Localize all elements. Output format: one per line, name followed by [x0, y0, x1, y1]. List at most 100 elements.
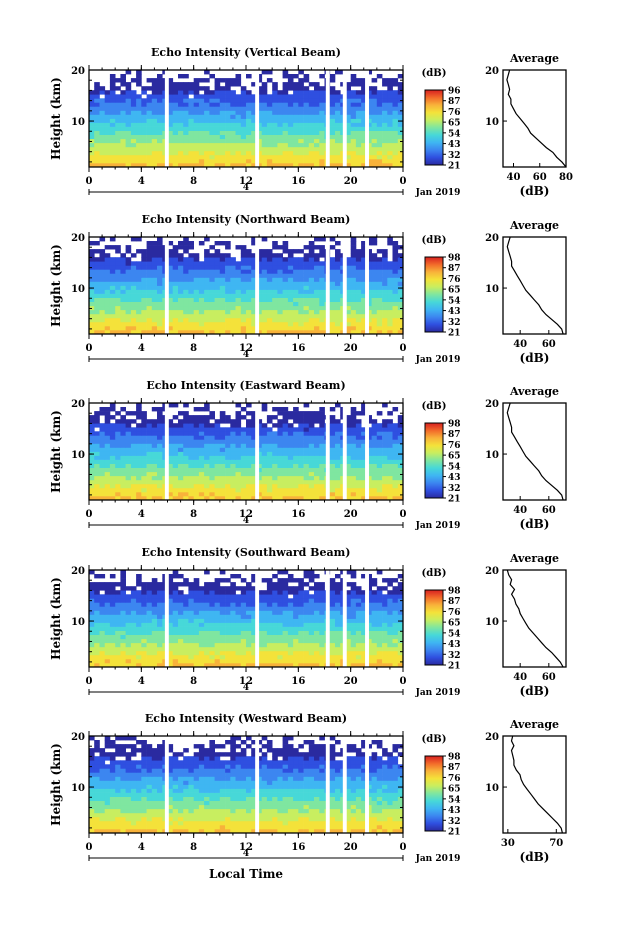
- heatmap-cell: [335, 423, 341, 428]
- heatmap-cell: [235, 309, 242, 315]
- heatmap-cell: [157, 467, 163, 473]
- heatmap-cell: [298, 142, 304, 148]
- heatmap-cell: [136, 439, 142, 444]
- heatmap-cell: [319, 102, 325, 107]
- heatmap-cell: [335, 265, 341, 270]
- heatmap-cell: [282, 483, 289, 489]
- heatmap-cell: [355, 130, 362, 135]
- heatmap-cell: [272, 638, 278, 644]
- average-profile-line: [506, 402, 564, 501]
- heatmap-cell: [209, 74, 215, 79]
- heatmap-cell: [293, 496, 299, 501]
- heatmap-cell: [392, 483, 399, 489]
- heatmap-cell: [345, 305, 351, 311]
- heatmap-cell: [209, 427, 215, 432]
- heatmap-cell: [350, 317, 357, 323]
- heatmap-cell: [141, 626, 147, 631]
- heatmap-cell: [136, 626, 142, 631]
- heatmap-cell: [246, 658, 252, 664]
- heatmap-cell: [167, 277, 174, 282]
- heatmap-cell: [167, 618, 174, 623]
- heatmap-cell: [261, 626, 268, 631]
- heatmap-cell: [246, 321, 252, 327]
- heatmap-cell: [382, 431, 388, 436]
- heatmap-cell: [266, 249, 273, 254]
- heatmap-cell: [382, 110, 388, 115]
- heatmap-cell: [104, 293, 111, 298]
- heatmap-cell: [99, 130, 106, 135]
- heatmap-cell: [256, 74, 263, 79]
- heatmap-cell: [235, 138, 242, 144]
- heatmap-cell: [392, 654, 399, 660]
- heatmap-cell: [261, 98, 268, 103]
- heatmap-cell: [125, 273, 132, 278]
- heatmap-cell: [366, 163, 372, 168]
- heatmap-cell: [240, 90, 247, 95]
- heatmap-cell: [188, 293, 194, 298]
- heatmap-cell: [219, 301, 226, 307]
- heatmap-cell: [361, 289, 367, 294]
- heatmap-cell: [355, 443, 362, 448]
- heatmap-cell: [293, 475, 299, 481]
- heatmap-cell: [308, 475, 315, 481]
- heatmap-cell: [266, 297, 273, 302]
- heatmap-cell: [308, 443, 315, 448]
- heatmap-cell: [298, 90, 304, 95]
- heatmap-cell: [115, 313, 121, 319]
- heatmap-cell: [366, 313, 372, 319]
- heatmap-cell: [392, 423, 399, 428]
- heatmap-cell: [230, 463, 236, 468]
- heatmap-cell: [209, 475, 215, 481]
- heatmap-cell: [303, 297, 310, 302]
- heatmap-cell: [115, 431, 121, 436]
- heatmap-cell: [319, 483, 325, 489]
- heatmap-cell: [397, 483, 404, 489]
- heatmap-cell: [293, 297, 299, 302]
- heatmap-cell: [298, 94, 304, 99]
- heatmap-cell: [345, 106, 351, 111]
- heatmap-cell: [167, 293, 174, 298]
- heatmap-cell: [120, 98, 126, 103]
- heatmap-cell: [219, 241, 226, 246]
- heatmap-cell: [392, 646, 399, 652]
- heatmap-cell: [198, 154, 205, 160]
- heatmap-cell: [355, 265, 362, 270]
- heatmap-cell: [397, 297, 404, 302]
- heatmap-cell: [219, 94, 226, 99]
- heatmap-cell: [246, 163, 252, 168]
- heatmap-cell: [361, 411, 367, 416]
- heatmap-cell: [277, 650, 283, 656]
- heatmap-cell: [319, 261, 325, 266]
- heatmap-cell: [198, 455, 205, 460]
- heatmap-cell: [287, 638, 294, 644]
- heatmap-cell: [282, 439, 289, 444]
- heatmap-cell: [136, 114, 142, 119]
- heatmap-cell: [99, 301, 106, 307]
- heatmap-cell: [104, 475, 111, 481]
- heatmap-cell: [261, 663, 268, 668]
- heatmap-cell: [146, 419, 153, 424]
- heatmap-cell: [188, 642, 194, 648]
- heatmap-cell: [303, 654, 310, 660]
- heatmap-cell: [282, 626, 289, 631]
- heatmap-cell: [115, 273, 121, 278]
- heatmap-cell: [256, 646, 263, 652]
- heatmap-cell: [251, 273, 257, 278]
- heatmap-cell: [329, 245, 336, 250]
- heatmap-cell: [115, 158, 121, 164]
- heatmap-cell: [94, 293, 100, 298]
- heatmap-cell: [214, 496, 221, 501]
- heatmap-cell: [198, 423, 205, 428]
- heatmap-cell: [146, 479, 153, 485]
- heatmap-cell: [104, 146, 111, 152]
- heatmap-cell: [157, 634, 163, 640]
- heatmap-cell: [376, 634, 383, 640]
- heatmap-cell: [329, 122, 336, 127]
- heatmap-cell: [235, 491, 242, 497]
- heatmap-cell: [371, 146, 378, 152]
- heatmap-cell: [120, 146, 126, 152]
- heatmap-cell: [115, 86, 121, 91]
- heatmap-cell: [366, 301, 372, 307]
- heatmap-cell: [350, 411, 357, 416]
- heatmap-cell: [298, 285, 304, 290]
